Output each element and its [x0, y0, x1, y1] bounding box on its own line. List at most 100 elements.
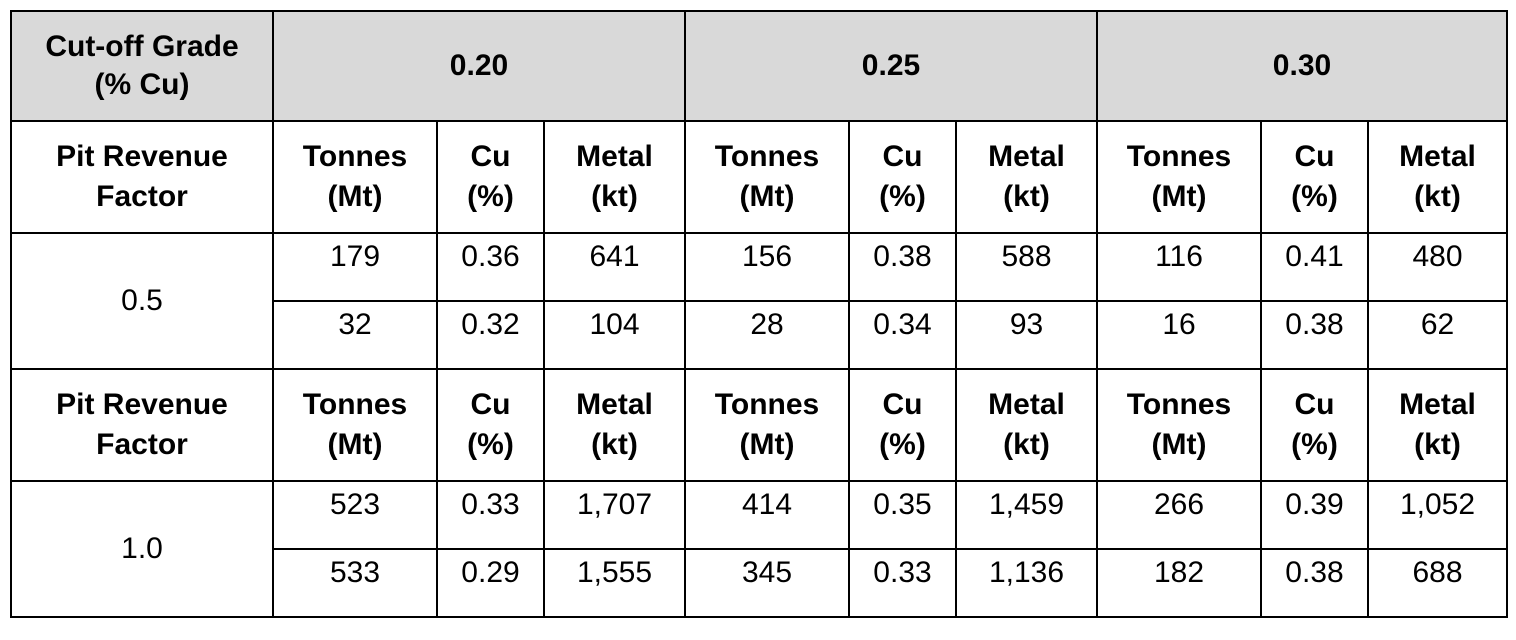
factor-header-line1: Pit Revenue	[56, 388, 228, 421]
tonnes-header-line2: (Mt)	[739, 180, 795, 213]
metal-header-line1: Metal	[988, 140, 1065, 173]
metal-header-line2: (kt)	[1414, 180, 1461, 213]
cu-header-line1: Cu	[1294, 140, 1335, 173]
cutoff-grade-table: Cut-off Grade (% Cu) 0.20 0.25 0.30 Pit …	[10, 10, 1508, 618]
cu-header-line1: Cu	[882, 140, 923, 173]
table-cell: 28	[684, 300, 850, 370]
metal-header-line1: Metal	[1399, 140, 1476, 173]
pit-revenue-factor-header: Pit Revenue Factor	[10, 120, 274, 234]
table-cell: 1,459	[955, 480, 1098, 550]
tonnes-header-line2: (Mt)	[327, 428, 383, 461]
tonnes-header-line2: (Mt)	[739, 428, 795, 461]
metal-header-line1: Metal	[576, 388, 653, 421]
table-row: 1.0 523 0.33 1,707 414 0.35 1,459 266 0.39 1,052	[10, 480, 1508, 618]
table-cell: 480	[1367, 232, 1508, 302]
grade-header: 0.25	[684, 10, 1098, 122]
cu-header-line2: (%)	[1291, 428, 1338, 461]
metal-header-line2: (kt)	[591, 180, 638, 213]
cu-header-line2: (%)	[467, 180, 514, 213]
tonnes-header: Tonnes (Mt)	[1096, 368, 1262, 482]
table-cell: 414	[684, 480, 850, 550]
tonnes-header: Tonnes (Mt)	[684, 120, 850, 234]
metal-header-line2: (kt)	[1414, 428, 1461, 461]
metal-header: Metal (kt)	[543, 120, 686, 234]
metal-header: Metal (kt)	[1367, 120, 1508, 234]
table-cell: 0.38	[1260, 548, 1369, 618]
tonnes-header: Tonnes (Mt)	[272, 120, 438, 234]
table-cell: 0.33	[848, 548, 957, 618]
table-cell: 0.33	[436, 480, 545, 550]
table-cell: 156	[684, 232, 850, 302]
factor-header-line1: Pit Revenue	[56, 140, 228, 173]
table-row: 0.5 179 0.36 641 156 0.38 588 116 0.41 480	[10, 232, 1508, 370]
grade-header: 0.20	[272, 10, 686, 122]
column-header-row: Pit Revenue Factor Tonnes (Mt) Cu (%) Metal (kt…	[10, 368, 1508, 482]
tonnes-header-line1: Tonnes	[302, 140, 408, 173]
cu-header-line1: Cu	[470, 140, 511, 173]
metal-header-line2: (kt)	[1003, 180, 1050, 213]
tonnes-header-line2: (Mt)	[327, 180, 383, 213]
table-cell: 0.34	[848, 300, 957, 370]
metal-header-line1: Metal	[1399, 388, 1476, 421]
cu-header: Cu (%)	[848, 120, 957, 234]
cu-header: Cu (%)	[848, 368, 957, 482]
pit-revenue-factor-value: 1.0	[10, 480, 274, 618]
table-cell: 0.35	[848, 480, 957, 550]
table-cell: 0.38	[848, 232, 957, 302]
cu-header-line1: Cu	[1294, 388, 1335, 421]
table-cell: 533	[272, 548, 438, 618]
table-cell: 182	[1096, 548, 1262, 618]
table-cell: 345	[684, 548, 850, 618]
tonnes-header: Tonnes (Mt)	[1096, 120, 1262, 234]
table-row: 533 0.29 1,555 345 0.33 1,136 182 0.38 688	[11, 548, 1508, 618]
table-cell: 0.38	[1260, 300, 1369, 370]
tonnes-header-line1: Tonnes	[714, 388, 820, 421]
table-cell: 0.41	[1260, 232, 1369, 302]
table-cell: 1,555	[543, 548, 686, 618]
table-cell: 116	[1096, 232, 1262, 302]
tonnes-header: Tonnes (Mt)	[684, 368, 850, 482]
table-cell: 16	[1096, 300, 1262, 370]
metal-header-line1: Metal	[576, 140, 653, 173]
factor-header-line2: Factor	[96, 428, 188, 461]
tonnes-header-line1: Tonnes	[1126, 140, 1232, 173]
table-cell: 641	[543, 232, 686, 302]
table-cell: 523	[272, 480, 438, 550]
table-cell: 1,136	[955, 548, 1098, 618]
grade-header: 0.30	[1096, 10, 1508, 122]
table-cell: 32	[272, 300, 438, 370]
pit-revenue-factor-header: Pit Revenue Factor	[10, 368, 274, 482]
tonnes-header-line2: (Mt)	[1151, 428, 1207, 461]
metal-header-line1: Metal	[988, 388, 1065, 421]
table-cell: 93	[955, 300, 1098, 370]
table-cell: 588	[955, 232, 1098, 302]
table-cell: 0.39	[1260, 480, 1369, 550]
table-cell: 266	[1096, 480, 1262, 550]
grade-header-row: Cut-off Grade (% Cu) 0.20 0.25 0.30	[10, 10, 1508, 122]
table-row: 32 0.32 104 28 0.34 93 16 0.38 62	[11, 300, 1508, 370]
cu-header: Cu (%)	[436, 120, 545, 234]
table-cell: 0.32	[436, 300, 545, 370]
cu-header-line1: Cu	[470, 388, 511, 421]
metal-header: Metal (kt)	[1367, 368, 1508, 482]
cu-header-line2: (%)	[879, 428, 926, 461]
cu-header: Cu (%)	[436, 368, 545, 482]
table-cell: 104	[543, 300, 686, 370]
cu-header: Cu (%)	[1260, 120, 1369, 234]
pit-revenue-factor-value: 0.5	[10, 232, 274, 370]
metal-header: Metal (kt)	[955, 368, 1098, 482]
metal-header-line2: (kt)	[1003, 428, 1050, 461]
metal-header: Metal (kt)	[543, 368, 686, 482]
cu-header-line1: Cu	[882, 388, 923, 421]
factor-header-line2: Factor	[96, 180, 188, 213]
table-cell: 62	[1367, 300, 1508, 370]
cu-header: Cu (%)	[1260, 368, 1369, 482]
tonnes-header-line1: Tonnes	[1126, 388, 1232, 421]
cutoff-label-line2: (% Cu)	[94, 68, 190, 101]
table-cell: 688	[1367, 548, 1508, 618]
table-cell: 0.29	[436, 548, 545, 618]
cu-header-line2: (%)	[467, 428, 514, 461]
tonnes-header-line2: (Mt)	[1151, 180, 1207, 213]
column-header-row: Pit Revenue Factor Tonnes (Mt) Cu (%) Metal (kt…	[10, 120, 1508, 234]
table-cell: 0.36	[436, 232, 545, 302]
